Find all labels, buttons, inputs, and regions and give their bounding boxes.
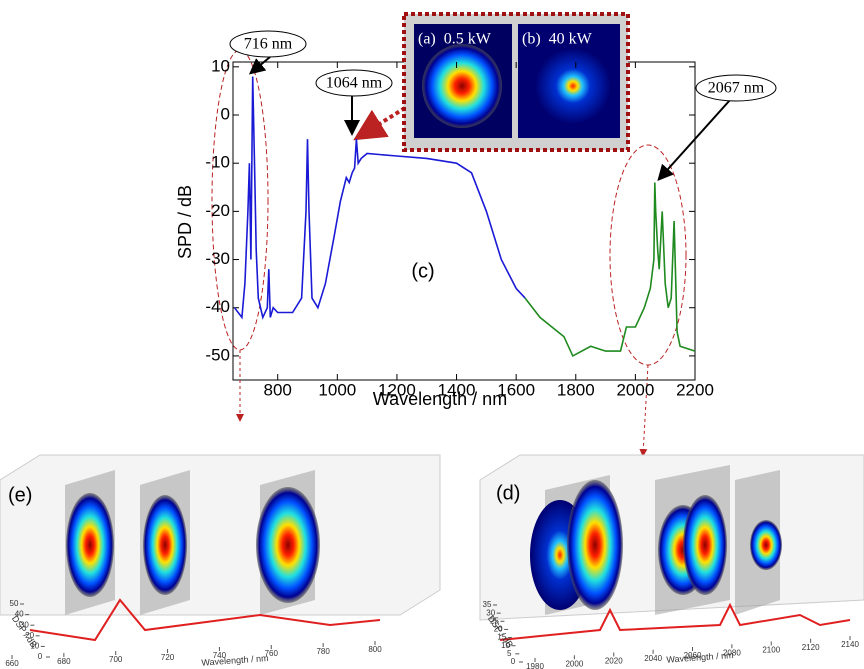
y-tick-label: -40: [205, 297, 230, 316]
annotation-arrow: [248, 56, 271, 75]
x-tick-label: 2000: [565, 659, 583, 668]
inset-label: (b) 40 kW: [522, 31, 593, 48]
x-tick-label: 740: [213, 651, 227, 660]
y-tick-label: 0: [221, 104, 230, 123]
x-tick-label: 800: [264, 380, 292, 399]
y-axis-label: SPD / dB: [175, 185, 195, 259]
panel-label: (e): [8, 484, 32, 506]
panel-label: (d): [496, 482, 520, 504]
y-tick-label: 15: [497, 633, 506, 642]
spectrum-line: [233, 76, 526, 320]
y-tick-label: 20: [494, 625, 503, 634]
y-tick-label: 10: [501, 641, 510, 650]
panel-d-frame: [479, 454, 864, 641]
x-tick-label: 2200: [676, 380, 714, 399]
x-axis-label: Wavelength / nm: [373, 389, 507, 409]
y-tick-label: 20: [25, 631, 34, 640]
x-tick-label: 2140: [841, 640, 859, 649]
y-tick-label: 0: [511, 657, 516, 666]
beam-profile: [422, 44, 502, 128]
y-tick-label: 10: [30, 642, 39, 651]
y-tick-label: -30: [205, 249, 230, 268]
x-tick-label: 2040: [644, 654, 662, 663]
x-tick-label: 2080: [723, 648, 741, 657]
y-tick-label: -50: [205, 345, 230, 364]
callout: [315, 69, 393, 97]
x-tick-label: 1200: [378, 380, 416, 399]
x-tick-label: 1980: [526, 662, 544, 669]
x-tick-label: 800: [368, 645, 382, 654]
x-axis-label: Wavelength / nm: [201, 653, 269, 668]
callout: [229, 30, 307, 58]
x-tick-label: 1400: [438, 380, 476, 399]
x-tick-label: 2060: [684, 651, 702, 660]
annotation: 2067 nm: [708, 80, 765, 97]
x-tick-label: 2000: [616, 380, 654, 399]
x-tick-label: 1800: [557, 380, 595, 399]
y-tick-label: -20: [205, 201, 230, 220]
inset-label: (a) 0.5 kW: [418, 31, 492, 48]
y-tick-label: 30: [20, 620, 29, 629]
y-tick-label: 40: [15, 610, 24, 619]
inset-arrow: [353, 106, 407, 141]
y-tick-label: 25: [490, 616, 499, 625]
callout: [695, 74, 777, 102]
x-tick-label: 2100: [762, 646, 780, 655]
pointer-arrow: [639, 364, 649, 457]
x-tick-label: 680: [57, 657, 71, 666]
y-tick-label: 35: [483, 600, 492, 609]
main-chart: Wavelength / nm SPD / dB 716 nm 1064 nm …: [175, 12, 777, 457]
x-tick-label: 700: [109, 655, 123, 664]
x-tick-label: 760: [265, 649, 279, 658]
y-tick-label: -10: [205, 153, 230, 172]
x-tick-label: 660: [5, 659, 19, 668]
x-tick-label: 2120: [802, 643, 820, 652]
y-tick-label: 0: [38, 652, 43, 661]
x-tick-label: 780: [316, 647, 330, 656]
x-tick-label: 1600: [497, 380, 535, 399]
x-tick-label: 1000: [318, 380, 356, 399]
x-tick-label: 2020: [605, 657, 623, 666]
y-tick-label: 30: [486, 608, 495, 617]
y-tick-label: 5: [507, 649, 512, 658]
annotation: 716 nm: [244, 36, 293, 53]
annotation: 1064 nm: [326, 75, 383, 92]
y-tick-label: 10: [211, 56, 230, 75]
x-tick-label: 720: [161, 653, 175, 662]
panel-e-frame: [0, 454, 441, 642]
panel-label: (c): [411, 260, 434, 282]
x-axis-label: Wavelength / nm: [666, 650, 734, 665]
spectrum-line: [524, 182, 696, 358]
annotation-arrow: [657, 99, 731, 181]
beam-profile: [535, 48, 611, 124]
y-tick-label: 50: [10, 599, 19, 608]
